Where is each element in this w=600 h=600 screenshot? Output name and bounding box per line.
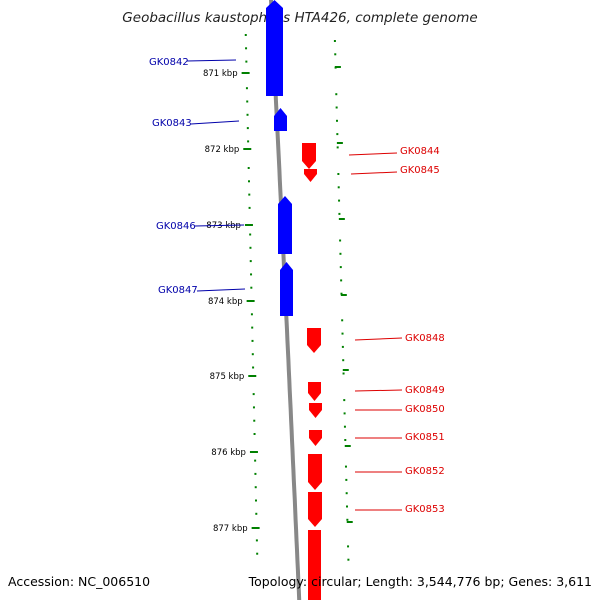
leader-line <box>196 288 246 292</box>
gene-arrow-gk0851[interactable] <box>309 430 322 446</box>
gene-label-gk0852[interactable]: GK0852 <box>405 466 445 477</box>
scale-label: 874 kbp <box>208 297 243 307</box>
accession-text: Accession: NC_006510 <box>8 574 150 589</box>
scale-label: 876 kbp <box>211 448 246 458</box>
gene-arrow-gk0852[interactable] <box>308 454 322 490</box>
leader-line <box>194 224 245 227</box>
gene-arrow-gk0847[interactable] <box>280 262 293 316</box>
gene-label-gk0845[interactable]: GK0845 <box>400 165 440 176</box>
scale-label: 873 kbp <box>206 221 241 231</box>
leader-line <box>354 389 403 392</box>
leader-line <box>186 59 237 62</box>
gene-label-gk0853[interactable]: GK0853 <box>405 504 445 515</box>
gene-label-gk0844[interactable]: GK0844 <box>400 146 440 157</box>
gene-label-gk0842[interactable]: GK0842 <box>149 57 189 68</box>
gene-arrow-gk0842[interactable] <box>266 0 283 96</box>
gene-label-gk0843[interactable]: GK0843 <box>152 118 192 129</box>
topology-text: Topology: circular; Length: 3,544,776 bp… <box>248 574 592 589</box>
leader-line <box>350 171 398 175</box>
gene-label-gk0847[interactable]: GK0847 <box>158 285 198 296</box>
gene-arrow-gk0853[interactable] <box>308 492 322 527</box>
leader-line <box>354 337 403 341</box>
genome-title: Geobacillus kaustophilus HTA426, complet… <box>122 10 477 26</box>
gene-arrow-gk0846[interactable] <box>278 196 292 254</box>
gene-arrow-gk0849[interactable] <box>308 382 321 401</box>
scale-label: 871 kbp <box>203 69 238 79</box>
gene-label-gk0849[interactable]: GK0849 <box>405 385 445 396</box>
gene-label-gk0846[interactable]: GK0846 <box>156 221 196 232</box>
gene-label-gk0848[interactable]: GK0848 <box>405 333 445 344</box>
gene-label-gk0851[interactable]: GK0851 <box>405 432 445 443</box>
leader-line <box>190 120 240 125</box>
scale-label: 872 kbp <box>205 145 240 155</box>
gene-arrow-gk0843[interactable] <box>274 108 287 131</box>
scale-label: 877 kbp <box>213 524 248 534</box>
scale-ticks: 871 kbp 872 kbp 873 kbp 874 kbp 875 kbp 876 k… <box>203 34 353 561</box>
gene-arrow-gk0845[interactable] <box>304 169 317 182</box>
gene-arrow-gk0844[interactable] <box>302 143 316 169</box>
gene-label-gk0850[interactable]: GK0850 <box>405 404 445 415</box>
gene-arrow-continuation <box>308 530 321 600</box>
gene-features <box>266 0 322 600</box>
gene-labels: GK0842 GK0843 GK0844 GK0845 GK0846 GK0847 GK08… <box>149 57 445 515</box>
scale-label: 875 kbp <box>210 372 245 382</box>
gene-arrow-gk0850[interactable] <box>309 403 322 418</box>
gene-arrow-gk0848[interactable] <box>307 328 321 353</box>
leader-line <box>348 152 398 156</box>
